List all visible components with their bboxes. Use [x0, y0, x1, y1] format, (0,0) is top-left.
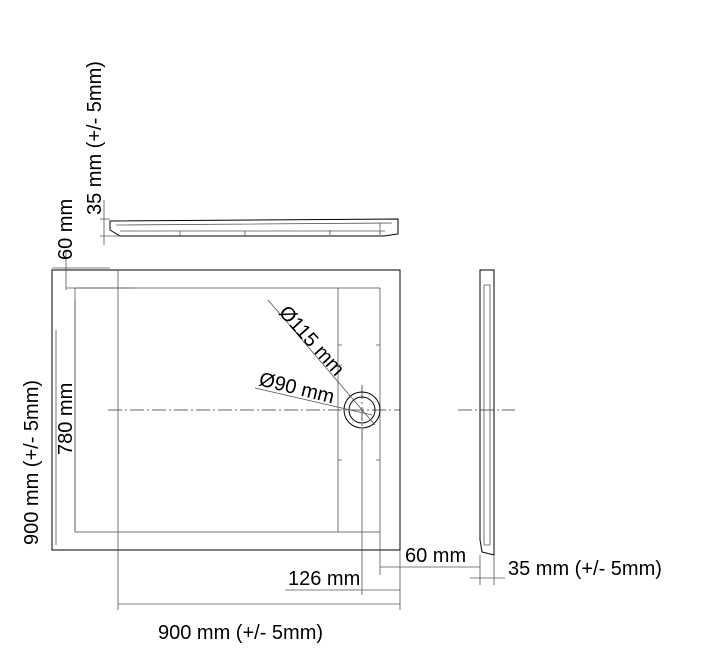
side-profile — [458, 269, 515, 585]
dim-label: 35 mm (+/- 5mm) — [508, 558, 662, 580]
dim-label: 60 mm — [55, 199, 77, 260]
dim-label: 35 mm (+/- 5mm) — [84, 61, 106, 215]
dim-label: 900 mm (+/- 5mm) — [158, 622, 323, 644]
dim-label: Ø90 mm — [257, 369, 337, 409]
top-profile — [100, 200, 399, 245]
dim-label: 60 mm — [405, 545, 466, 567]
dim-label: 780 mm — [55, 383, 77, 455]
plan-view — [51, 250, 480, 610]
dim-label: 126 mm — [288, 568, 360, 590]
dim-label: Ø115 mm — [274, 302, 348, 381]
dim-label: 900 mm (+/- 5mm) — [21, 380, 43, 545]
